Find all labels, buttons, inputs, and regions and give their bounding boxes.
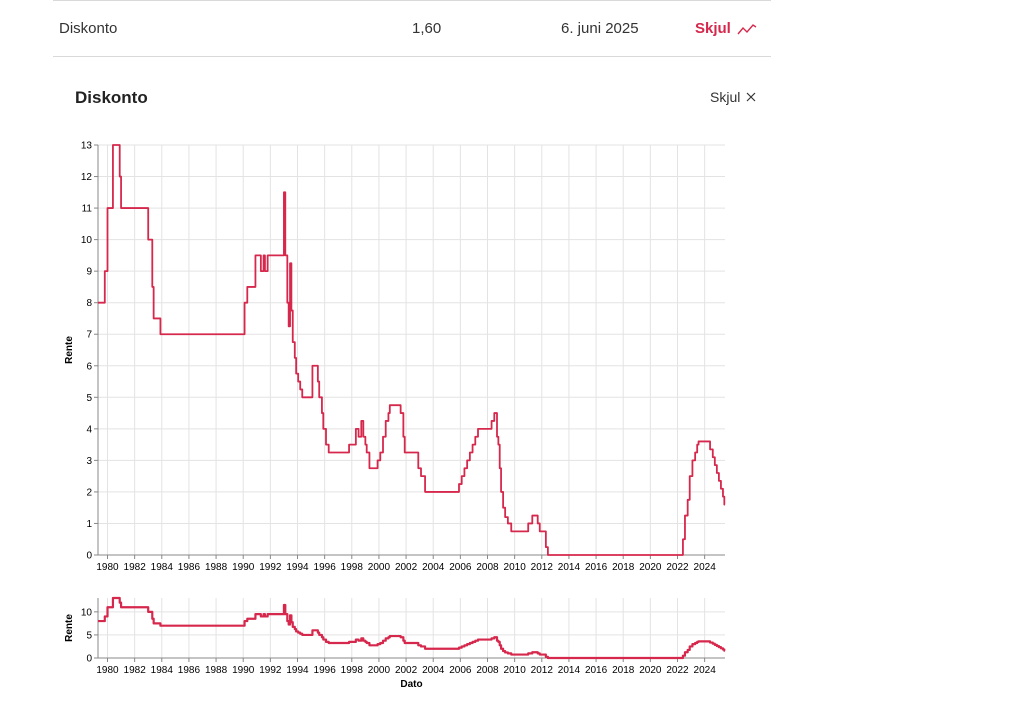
x-tick-label: 2014 [558, 665, 581, 676]
close-chart-button[interactable]: Skjul [710, 89, 756, 105]
x-tick-label: 1988 [205, 562, 228, 573]
y-tick-label: 11 [82, 204, 93, 215]
x-tick-label: 1998 [341, 665, 364, 676]
rate-date: 6. juni 2025 [561, 20, 639, 37]
x-tick-label: 2018 [612, 665, 635, 676]
hide-chart-toggle[interactable]: Skjul [695, 20, 757, 37]
x-tick-label: 1990 [232, 562, 255, 573]
x-tick-label: 2002 [395, 665, 418, 676]
x-tick-label: 2004 [422, 665, 445, 676]
x-tick-label: 2024 [694, 665, 717, 676]
overview-rate-line[interactable] [98, 596, 726, 660]
x-tick-label: 1980 [96, 562, 119, 573]
x-tick-label: 2006 [449, 665, 472, 676]
x-tick-label: 2024 [694, 562, 717, 573]
x-tick-label: 2016 [585, 665, 608, 676]
x-tick-label: 2008 [476, 562, 499, 573]
x-tick-label: 2014 [558, 562, 581, 573]
x-tick-label: 1996 [314, 562, 337, 573]
x-tick-label: 1992 [259, 665, 282, 676]
rate-value: 1,60 [412, 20, 442, 37]
x-tick-label: 1986 [178, 562, 201, 573]
x-tick-label: 1994 [286, 562, 309, 573]
y-tick-label: 2 [86, 487, 92, 498]
x-tick-label: 1982 [124, 665, 147, 676]
y-tick-label: 10 [81, 235, 93, 246]
x-tick-label: 1980 [96, 665, 119, 676]
x-tick-label: 2000 [368, 562, 391, 573]
y-tick-label: 9 [86, 267, 92, 278]
x-tick-label: 2006 [449, 562, 472, 573]
x-tick-label: 1986 [178, 665, 201, 676]
y-tick-label: 13 [81, 141, 93, 152]
x-tick-label: 2012 [531, 665, 554, 676]
y-tick-label: 0 [86, 654, 92, 665]
y-tick-label: 12 [81, 172, 93, 183]
x-tick-label: 2002 [395, 562, 418, 573]
y-axis-title: Rente [64, 614, 75, 642]
x-tick-label: 2016 [585, 562, 608, 573]
y-tick-label: 7 [86, 330, 92, 341]
y-tick-label: 4 [86, 424, 92, 435]
x-tick-label: 1994 [286, 665, 309, 676]
close-icon [746, 92, 756, 102]
x-tick-label: 2018 [612, 562, 635, 573]
close-chart-label: Skjul [710, 89, 741, 105]
y-tick-label: 8 [86, 298, 92, 309]
y-tick-label: 1 [86, 519, 92, 530]
x-tick-label: 2022 [666, 665, 689, 676]
x-tick-label: 2020 [639, 562, 662, 573]
x-tick-label: 1996 [314, 665, 337, 676]
x-tick-label: 2000 [368, 665, 391, 676]
x-tick-label: 1984 [151, 665, 174, 676]
y-tick-label: 10 [81, 607, 93, 618]
x-tick-label: 1984 [151, 562, 174, 573]
x-tick-label: 2010 [504, 665, 527, 676]
x-tick-label: 1988 [205, 665, 228, 676]
chart-panel-title: Diskonto [75, 88, 148, 107]
y-tick-label: 6 [86, 361, 92, 372]
y-tick-label: 5 [86, 630, 92, 641]
overview-chart[interactable]: 0 5 10 1980 1982 1984 1986 1988 1990 1992 1994 1996… [64, 596, 726, 690]
rate-name: Diskonto [59, 20, 118, 37]
y-axis-title: Rente [64, 336, 75, 364]
x-tick-label: 1990 [232, 665, 255, 676]
y-tick-label: 5 [86, 393, 92, 404]
rate-line[interactable] [98, 144, 726, 556]
x-axis-title: Dato [400, 679, 422, 690]
x-tick-label: 1982 [124, 562, 147, 573]
x-tick-label: 1992 [259, 562, 282, 573]
x-tick-label: 2010 [504, 562, 527, 573]
x-tick-label: 2022 [666, 562, 689, 573]
trend-line-icon [737, 23, 757, 34]
x-tick-label: 2008 [476, 665, 499, 676]
x-tick-label: 2004 [422, 562, 445, 573]
rate-row: Diskonto 1,60 6. juni 2025 Skjul [53, 0, 771, 57]
y-tick-label: 0 [86, 551, 92, 562]
hide-chart-label: Skjul [695, 20, 731, 37]
x-tick-label: 2012 [531, 562, 554, 573]
y-tick-label: 3 [86, 456, 92, 467]
x-tick-label: 1998 [341, 562, 364, 573]
x-tick-label: 2020 [639, 665, 662, 676]
